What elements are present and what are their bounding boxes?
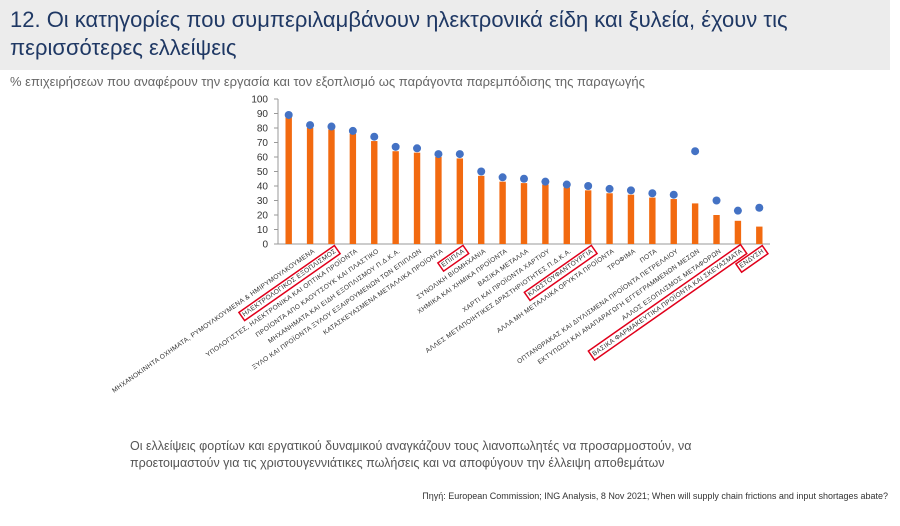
dot [306, 121, 315, 130]
dot [455, 150, 464, 159]
bar [285, 116, 292, 244]
source: Πηγή: European Commission; ING Analysis,… [422, 491, 888, 501]
bar [584, 190, 592, 244]
dot [669, 190, 678, 199]
y-tick-label: 80 [257, 124, 269, 135]
dot [348, 126, 357, 135]
bar [542, 184, 549, 244]
dot [327, 122, 336, 131]
dot [520, 174, 528, 183]
bar [713, 215, 720, 244]
dot [712, 196, 721, 205]
dot [626, 186, 635, 195]
y-tick-label: 70 [257, 138, 269, 149]
bar [371, 141, 378, 244]
y-tick-label: 10 [257, 225, 269, 236]
slide-title: 12. Οι κατηγορίες που συμπεριλαμβάνουν η… [10, 7, 788, 60]
y-tick-label: 50 [257, 167, 269, 178]
bar [649, 197, 656, 244]
dot [498, 173, 507, 182]
y-tick-label: 90 [257, 109, 269, 120]
bar [563, 187, 570, 244]
bar [606, 193, 613, 244]
y-tick-label: 60 [257, 153, 269, 164]
y-tick-label: 100 [251, 95, 268, 106]
title-bar [0, 0, 890, 70]
dot [605, 184, 614, 193]
dot [733, 206, 742, 215]
y-tick-label: 40 [257, 182, 269, 193]
bar [435, 157, 442, 244]
highlight-box [237, 244, 342, 322]
bar [328, 129, 335, 244]
dot [691, 147, 700, 156]
x-tick-group: ΥΠΟΛΟΓΙΣΤΕΣ, ΗΛΕΚΤΡΟΝΙΚΑ ΚΑΙ ΟΠΤΙΚΑ ΠΡΟΪ… [204, 247, 359, 359]
bar [456, 158, 464, 244]
highlight-box [523, 244, 599, 302]
dot [541, 177, 550, 186]
bar [349, 133, 357, 244]
bar [691, 203, 699, 244]
x-tick-label: ΥΠΟΛΟΓΙΣΤΕΣ, ΗΛΕΚΤΡΟΝΙΚΑ ΚΑΙ ΟΠΤΙΚΑ ΠΡΟΪ… [204, 247, 359, 359]
bar [520, 183, 528, 244]
y-tick-label: 20 [257, 211, 269, 222]
dot [413, 144, 422, 153]
bar [756, 226, 763, 244]
bar [306, 128, 314, 244]
bar [734, 220, 742, 244]
dot [477, 167, 486, 176]
dot [648, 189, 657, 198]
caption: Οι ελλείψεις φορτίων και εργατικού δυναμ… [130, 439, 692, 470]
dot [284, 110, 293, 119]
bar [627, 194, 635, 244]
y-tick-label: 30 [257, 196, 269, 207]
bar [392, 151, 399, 244]
subtitle: % επιχειρήσεων που αναφέρουν την εργασία… [10, 74, 645, 89]
bar [499, 181, 506, 244]
highlight-box [734, 244, 769, 274]
bar [478, 175, 485, 244]
highlight-box [587, 243, 748, 362]
dot [562, 180, 571, 189]
highlight-box [436, 244, 470, 273]
bar [670, 199, 677, 244]
bar [413, 152, 421, 244]
y-tick-label: 0 [262, 240, 268, 251]
x-tick-label: ΜΗΧΑΝΟΚΙΝΗΤΑ ΟΧΗΜΑΤΑ, ΡΥΜΟΥΛΚΟΥΜΕΝΑ & ΗΜ… [111, 248, 316, 395]
dot [584, 182, 593, 190]
dot [370, 132, 379, 141]
dot [755, 203, 764, 212]
x-tick-group: ΜΗΧΑΝΟΚΙΝΗΤΑ ΟΧΗΜΑΤΑ, ΡΥΜΟΥΛΚΟΥΜΕΝΑ & ΗΜ… [111, 248, 316, 395]
dot [434, 150, 443, 159]
dot [391, 142, 400, 151]
